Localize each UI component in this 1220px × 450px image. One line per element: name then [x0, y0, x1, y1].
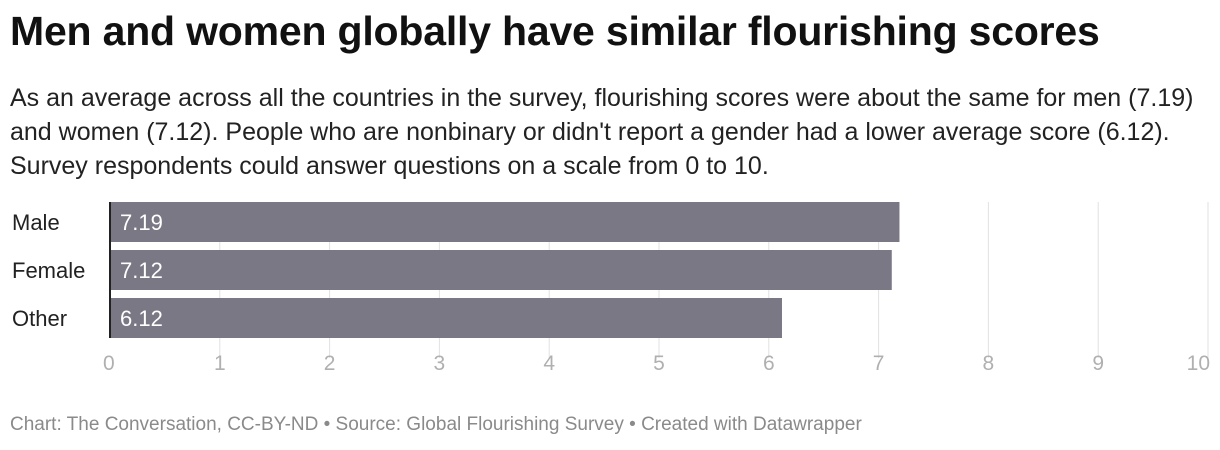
x-tick-label: 2: [324, 352, 336, 375]
bar-value-label: 7.12: [120, 258, 163, 283]
category-label: Other: [12, 306, 67, 331]
bar-value-label: 6.12: [120, 306, 163, 331]
chart-footer: Chart: The Conversation, CC-BY-ND • Sour…: [10, 414, 862, 435]
bar: [110, 250, 892, 290]
x-tick-label: 9: [1092, 352, 1104, 375]
x-tick-label: 1: [214, 352, 226, 375]
x-tick-label: 6: [763, 352, 775, 375]
x-tick-label: 4: [543, 352, 555, 375]
x-tick-label: 0: [103, 352, 115, 375]
bars: 7.19 7.12 6.12: [109, 202, 900, 338]
category-label: Male: [12, 210, 60, 235]
x-axis-ticks: 0 1 2 3 4 5 6 7 8 9 10: [103, 352, 1210, 375]
bar-value-label: 7.19: [120, 210, 163, 235]
x-tick-label: 8: [983, 352, 995, 375]
x-tick-label: 7: [873, 352, 885, 375]
x-tick-label: 5: [653, 352, 665, 375]
x-tick-label: 3: [434, 352, 446, 375]
chart-description: As an average across all the countries i…: [10, 84, 1194, 180]
category-labels: Male Female Other: [12, 210, 85, 331]
category-label: Female: [12, 258, 85, 283]
chart-title: Men and women globally have similar flou…: [10, 8, 1100, 54]
bar-chart: 7.19 7.12 6.12 Male Female Other 0 1 2 3 4 5 6 7 8 9 1…: [12, 202, 1210, 375]
bar: [110, 298, 782, 338]
bar: [110, 202, 900, 242]
x-tick-label: 10: [1187, 352, 1210, 375]
